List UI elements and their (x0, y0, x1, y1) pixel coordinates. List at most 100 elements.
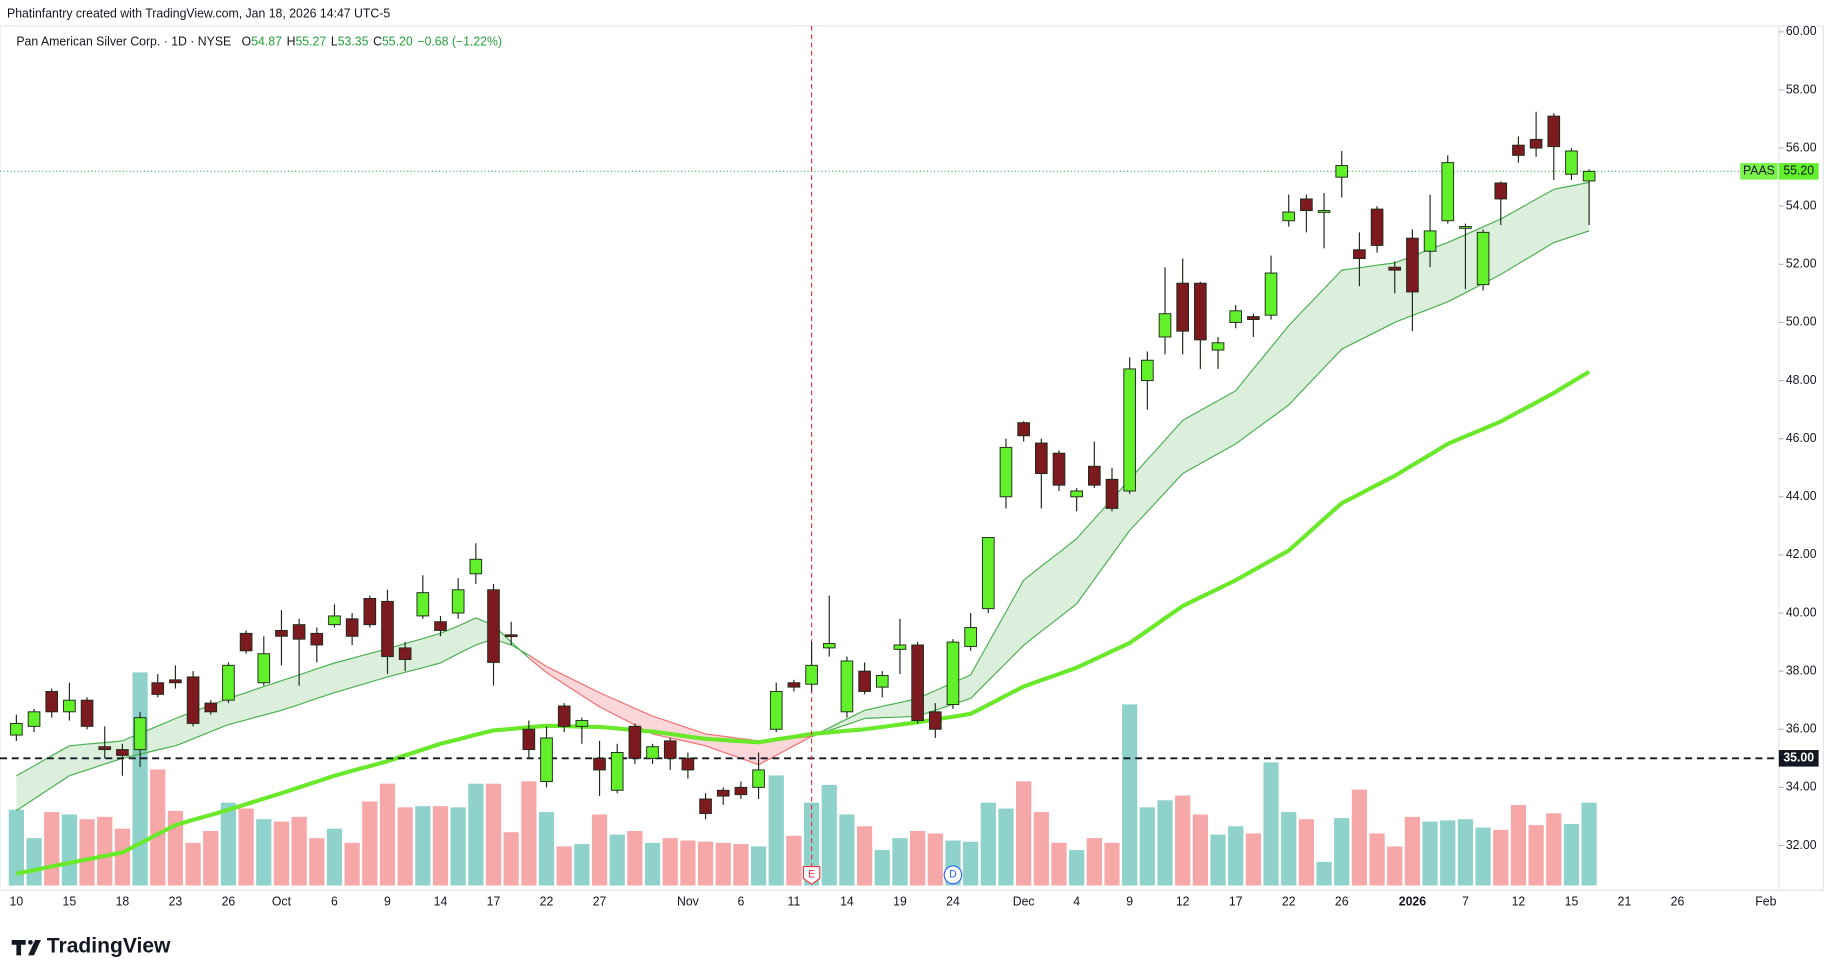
x-tick-label: 17 (1229, 894, 1243, 908)
candle-body (1388, 266, 1402, 271)
candle-body (1123, 368, 1136, 492)
ribbon-line (987, 662, 1007, 682)
volume-bar (521, 781, 537, 886)
volume-bar (786, 835, 802, 886)
ribbon-line (33, 786, 53, 800)
ribbon-line (440, 653, 459, 664)
ribbon-fill (440, 626, 459, 664)
ribbon-line (882, 701, 901, 707)
plot-frame (0, 25, 1824, 891)
ribbon-line (1200, 400, 1219, 412)
ribbon-fill (334, 658, 353, 693)
ribbon-line (157, 717, 176, 727)
ribbon-line (510, 644, 530, 656)
ribbon-fill (846, 710, 865, 725)
volume-bar (220, 802, 237, 886)
ribbon-fill (458, 617, 476, 654)
ribbon-line (546, 665, 565, 676)
ribbon-line (670, 737, 689, 743)
ribbon-line (139, 749, 158, 755)
plot: 32.00 34.00 36.00 38.00 40.00 42.00 44.00 46.00… (0, 24, 1819, 908)
ribbon-line (1376, 321, 1396, 332)
ribbon-line (1465, 226, 1484, 236)
ribbon-line (16, 765, 35, 777)
volume-bar (503, 832, 519, 886)
volume-bar (927, 833, 943, 886)
ribbon-line (1146, 439, 1166, 460)
ribbon-line (775, 745, 795, 756)
legend-key: O (242, 35, 252, 49)
y-tick-label: 40.00 (1786, 605, 1817, 619)
volume-bar (1016, 781, 1032, 886)
volume-bar (256, 819, 272, 886)
ribbon-fill (1165, 420, 1183, 493)
volume-bar (432, 806, 449, 886)
volume-bar (750, 846, 767, 886)
volume-bar (644, 842, 661, 886)
level-label-box (1778, 750, 1819, 767)
ribbon-line (1359, 264, 1378, 269)
ribbon-line (1535, 188, 1555, 200)
candle-body (540, 737, 553, 783)
ribbon-fill (1377, 262, 1395, 332)
ribbon-fill (405, 638, 423, 673)
candle-body (822, 643, 836, 649)
ribbon-line (1023, 565, 1042, 581)
ribbon-line (1323, 269, 1343, 290)
ribbon-line (1412, 308, 1431, 317)
ribbon-fill (16, 765, 35, 811)
candle-body (1034, 442, 1048, 475)
volume-bar (733, 844, 749, 886)
ribbon-line (723, 751, 742, 759)
x-tick-label: Dec (1013, 894, 1035, 908)
volume-bar (697, 841, 714, 886)
ribbon-line (122, 753, 141, 759)
candle-body (169, 679, 182, 684)
x-tick-label: 9 (1126, 894, 1133, 908)
ribbon-line (1217, 443, 1236, 455)
ribbon-line (1571, 230, 1590, 238)
candle-body (1300, 198, 1313, 212)
ribbon-line (457, 617, 477, 627)
ribbon-fill (864, 706, 883, 719)
ribbon-line (1270, 325, 1290, 348)
candle-body (1158, 313, 1172, 338)
volume-bar (1228, 826, 1244, 886)
ribbon-fill (564, 675, 582, 696)
ribbon-line (740, 757, 759, 766)
candle-body (328, 615, 341, 626)
volume-bar (1546, 813, 1562, 886)
ribbon-fill (1147, 440, 1166, 512)
ribbon-line (670, 721, 689, 729)
volume-bar (1086, 838, 1102, 886)
ribbon-line (616, 699, 636, 709)
ribbon-line (440, 625, 459, 634)
candle-body (928, 711, 942, 730)
legend-key: L (331, 35, 338, 49)
ribbon-fill (281, 674, 300, 711)
candle-body (1529, 138, 1543, 149)
x-tick-label: 11 (788, 894, 801, 908)
ribbon-line (51, 775, 70, 788)
ribbon-fill (1271, 325, 1289, 419)
ribbon-line (1535, 242, 1555, 254)
price-label: 55.20 (1783, 164, 1814, 178)
candle-body (1141, 359, 1154, 382)
ribbon-line (563, 674, 583, 685)
ribbon-line (334, 657, 353, 664)
symbol-label: PAAS (1743, 164, 1775, 178)
ribbon-line (652, 733, 671, 739)
candle-body (1052, 452, 1066, 486)
ribbon-line (970, 680, 989, 699)
ribbon-line (935, 703, 954, 711)
candle-body (451, 589, 465, 614)
ribbon-line (1182, 463, 1201, 475)
legend: Pan American Silver Corp. · 1D · NYSE O5… (16, 35, 502, 49)
volume-bar (1581, 802, 1597, 886)
candle-body (1582, 170, 1596, 182)
ribbon-line (829, 724, 848, 731)
ribbon-line (1164, 419, 1184, 441)
candle-body (699, 798, 712, 814)
ribbon-fill (1058, 538, 1077, 618)
ribbon-line (1252, 347, 1272, 370)
